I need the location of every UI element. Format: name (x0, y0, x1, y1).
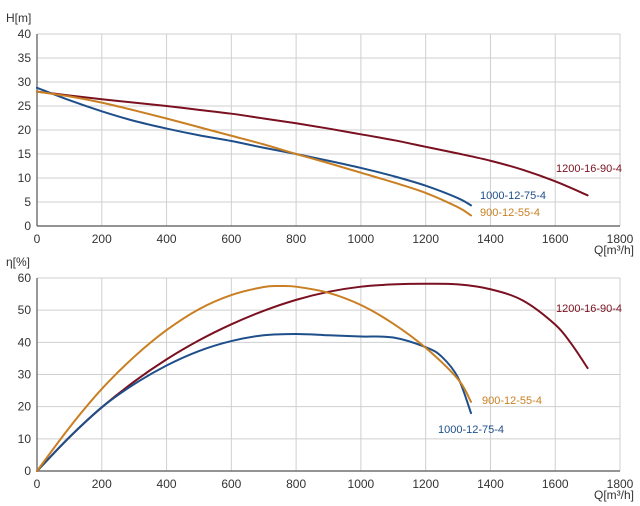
y-tick-label: 35 (18, 51, 32, 65)
y-tick-label: 20 (18, 123, 32, 137)
x-tick-label: 1200 (412, 232, 439, 246)
y-tick-label: 10 (18, 432, 32, 446)
x-tick-label: 200 (92, 477, 112, 491)
y-tick-label: 30 (18, 75, 32, 89)
y-tick-label: 40 (18, 27, 32, 41)
series-line-900-12-55-4 (36, 90, 473, 217)
x-tick-label: 200 (92, 232, 112, 246)
y-tick-label: 0 (24, 464, 31, 478)
series-line-900-12-55-4 (36, 284, 473, 472)
y-tick-label: 40 (18, 335, 32, 349)
series-label-900-12-55-4: 900-12-55-4 (482, 395, 542, 407)
x-tick-label: 1400 (477, 232, 504, 246)
series-label-1000-12-75-4: 1000-12-75-4 (438, 424, 504, 436)
x-tick-label: 1600 (542, 477, 569, 491)
x-tick-label: 800 (286, 477, 306, 491)
series-label-1000-12-75-4: 1000-12-75-4 (480, 190, 546, 202)
x-tick-label: 400 (157, 477, 177, 491)
y-tick-label: 15 (18, 147, 32, 161)
efficiency-chart: 0 200 400 600 800 1000 1200 1400 1600 1800 0 10 20 30… (6, 255, 634, 502)
y-tick-label: 0 (24, 219, 31, 233)
series-label-900-12-55-4: 900-12-55-4 (480, 207, 540, 219)
y-axis-label: H[m] (6, 11, 31, 25)
y-tick-label: 20 (18, 400, 32, 414)
series-line-1200-16-90-4 (36, 90, 589, 197)
x-tick-label: 1000 (348, 477, 375, 491)
x-tick-label: 0 (34, 232, 41, 246)
x-tick-label: 0 (34, 477, 41, 491)
series-line-1000-12-75-4 (36, 86, 473, 207)
series-label-1200-16-90-4: 1200-16-90-4 (556, 163, 622, 175)
y-tick-label: 10 (18, 171, 32, 185)
x-tick-label: 1400 (477, 477, 504, 491)
y-axis-label: η[%] (6, 255, 30, 269)
x-tick-label: 1000 (348, 232, 375, 246)
x-tick-label: 800 (286, 232, 306, 246)
series-line-1000-12-75-4 (36, 332, 473, 472)
x-axis-label: Q[m³/h] (594, 243, 634, 257)
y-tick-label: 30 (18, 368, 32, 382)
x-tick-label: 1800 (607, 232, 634, 246)
x-tick-label: 600 (221, 232, 241, 246)
y-tick-label: 60 (18, 271, 32, 285)
x-axis-label: Q[m³/h] (594, 488, 634, 502)
series-line-1200-16-90-4 (36, 282, 589, 472)
series-label-1200-16-90-4: 1200-16-90-4 (556, 303, 622, 315)
x-tick-label: 1200 (412, 477, 439, 491)
x-tick-label: 400 (157, 232, 177, 246)
x-tick-label: 1800 (607, 477, 634, 491)
y-tick-label: 5 (24, 195, 31, 209)
y-tick-label: 50 (18, 303, 32, 317)
head-chart: 0 200 400 600 800 1000 1200 1400 1600 1800 0 5 10 15 2… (6, 11, 634, 257)
y-tick-label: 25 (18, 99, 32, 113)
x-tick-label: 1600 (542, 232, 569, 246)
x-tick-label: 600 (221, 477, 241, 491)
